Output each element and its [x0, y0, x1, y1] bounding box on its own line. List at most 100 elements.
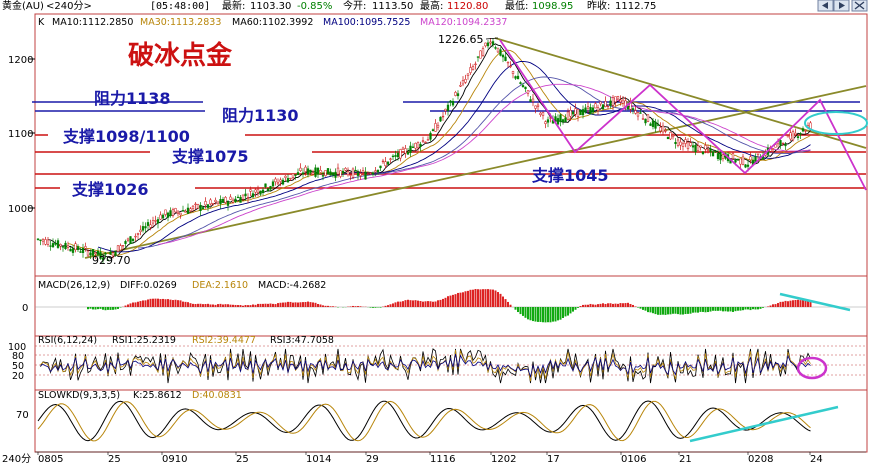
candle-body — [256, 188, 260, 194]
x-axis-ticks: 0805 25 0910 25 1014 29 1116 1202 17 0106 21 0208 24 — [37, 452, 823, 464]
candle-body — [639, 112, 642, 114]
zigzag-pattern — [499, 39, 867, 191]
candle-body — [546, 119, 550, 123]
macd-bar — [387, 305, 389, 307]
macd-bar — [259, 303, 262, 307]
macd-bar — [784, 300, 787, 307]
candle-body — [784, 144, 787, 147]
candle-body — [651, 120, 655, 127]
candle-body — [591, 107, 595, 113]
candle-body — [49, 245, 52, 247]
macd-bar — [494, 290, 497, 307]
candle-body — [66, 245, 70, 248]
macd-bar — [129, 303, 132, 307]
macd-bar — [89, 307, 92, 309]
candle-body — [671, 135, 675, 138]
peak-label: 1226.65 — [438, 33, 484, 46]
candle-body — [571, 111, 575, 115]
rsi-legend-name: RSI(6,12,24) — [38, 335, 97, 346]
macd-bar — [484, 289, 487, 307]
macd-bar — [137, 301, 139, 307]
candle-body — [606, 105, 610, 108]
macd-bar — [239, 305, 242, 307]
macd-bar — [429, 301, 432, 307]
rsi-tick-100: 100 — [8, 342, 26, 353]
macd-bar — [602, 303, 604, 307]
macd-bar — [209, 304, 212, 307]
candle-body — [714, 150, 717, 153]
macd-bar — [547, 307, 549, 323]
candle-body — [61, 246, 65, 248]
close-button[interactable] — [851, 0, 868, 12]
candle-body — [644, 118, 647, 124]
macd-bar — [642, 307, 644, 310]
scroll-right-button[interactable] — [833, 0, 850, 12]
kd-legend-name: SLOWKD(9,3,3,5) — [38, 390, 120, 401]
candle-body — [666, 137, 670, 140]
macd-bar — [312, 302, 314, 307]
candle-body — [106, 259, 110, 261]
macd-bar — [724, 307, 727, 312]
macd-bar — [767, 306, 769, 307]
macd-bar — [162, 298, 164, 307]
macd-bar — [457, 292, 459, 307]
macd-bar — [632, 304, 634, 307]
candle-body — [209, 199, 212, 205]
candle-body — [314, 167, 317, 177]
candle-body — [221, 198, 225, 203]
candle-body — [604, 101, 607, 107]
macd-bar — [669, 307, 672, 315]
macd-bar — [619, 303, 622, 307]
candle-body — [686, 141, 690, 150]
macd-bar — [554, 307, 557, 322]
candle-body — [721, 154, 725, 159]
kd-legend-d: D:40.0831 — [192, 390, 242, 401]
macd-bar — [564, 307, 567, 317]
macd-bar — [562, 307, 564, 318]
candle-body — [326, 168, 330, 175]
macd-bar — [392, 303, 394, 307]
candle-body — [654, 121, 657, 129]
candle-body — [309, 169, 312, 173]
macd-bar — [677, 307, 679, 315]
macd-bar — [482, 289, 484, 307]
kd-divergence-line — [689, 405, 839, 443]
rsi-legend-3: RSI3:47.7058 — [270, 335, 334, 346]
macd-bar — [227, 304, 229, 307]
macd-bar — [267, 303, 269, 307]
macd-bar — [442, 298, 444, 307]
x-tick: 0910 — [162, 454, 187, 464]
macd-bar — [269, 303, 272, 307]
macd-bar — [319, 304, 322, 307]
candle-body — [346, 171, 350, 176]
macd-bar — [699, 307, 702, 312]
candle-body — [539, 112, 542, 115]
candle-body — [101, 257, 105, 261]
macd-bar — [329, 306, 332, 307]
candle-body — [401, 147, 405, 150]
candle-body — [511, 71, 515, 74]
candle-body — [386, 161, 390, 165]
macd-bar — [709, 307, 712, 312]
candle-body — [484, 42, 487, 47]
macd-bar — [549, 307, 552, 323]
moving-averages — [47, 43, 811, 259]
macd-bar — [572, 307, 574, 312]
macd-bar — [614, 303, 617, 307]
candle-body — [341, 170, 345, 174]
macd-bar — [94, 307, 97, 310]
rsi-tick-20: 20 — [12, 371, 24, 382]
macd-bar — [757, 307, 759, 310]
candle-body — [259, 190, 262, 195]
rsi-lines — [40, 348, 811, 384]
macd-bar — [212, 304, 214, 307]
macd-bar — [197, 303, 199, 307]
macd-bar — [297, 302, 299, 307]
x-tick: 1202 — [491, 454, 516, 464]
candle-body — [251, 193, 255, 198]
macd-bar — [732, 307, 734, 312]
scroll-left-button[interactable] — [817, 0, 834, 12]
macd-bar — [132, 302, 134, 307]
macd-bar — [479, 289, 482, 307]
candle-body — [424, 141, 427, 144]
